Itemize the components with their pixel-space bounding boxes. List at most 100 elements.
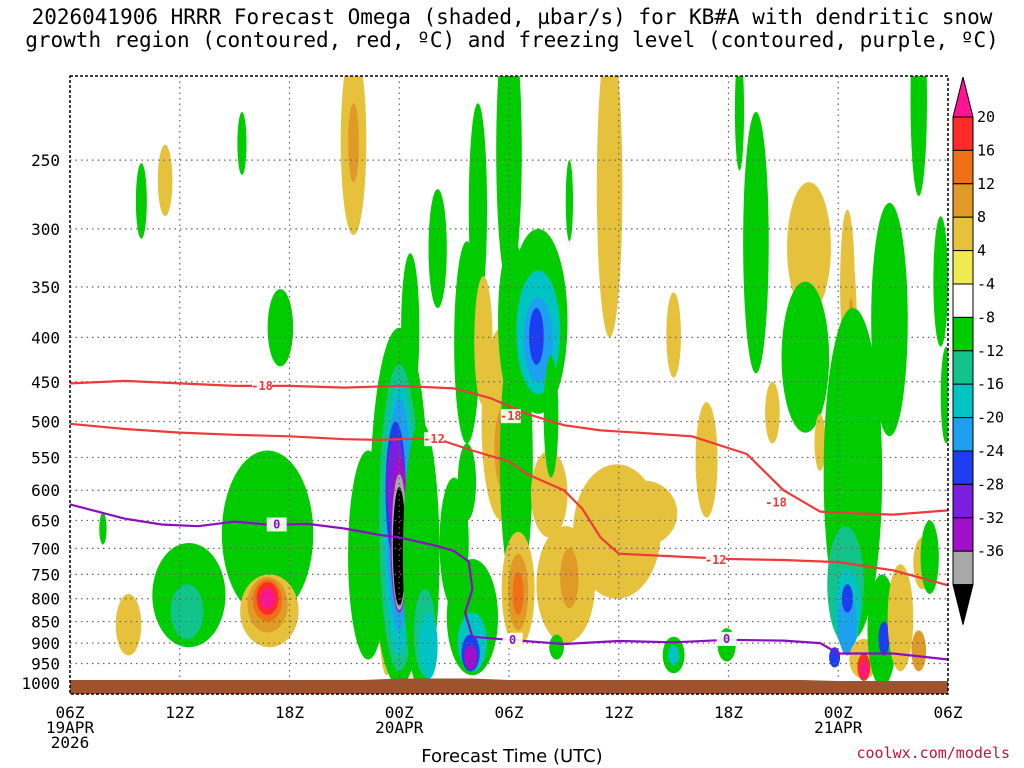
y-tick-label-550: 550: [31, 448, 60, 467]
colorbar-swatch-4: [952, 216, 974, 252]
colorbar-label-6: -8: [977, 308, 995, 326]
colorbar-swatch-5: [952, 250, 974, 285]
contour-line-2: [70, 503, 948, 661]
contour-label-0-1: -18: [500, 409, 522, 423]
y-tick-label-850: 850: [31, 613, 60, 632]
x-tick-label-42-1: 21APR: [814, 718, 863, 737]
omega-blob-97: [920, 520, 939, 594]
colorbar-label-1: 16: [977, 141, 995, 159]
colorbar-label-10: -24: [977, 442, 1004, 460]
omega-blob-74: [787, 182, 831, 314]
colorbar-swatch-0: [952, 76, 974, 118]
contour-label-1-0: -12: [423, 432, 445, 446]
omega-blob-42: [457, 443, 477, 521]
contour-label-bg-0-0: [252, 378, 273, 393]
colorbar-swatch-11: [952, 450, 974, 485]
omega-blob-75: [781, 281, 830, 433]
contour-label-2-0: 0: [273, 517, 280, 531]
y-tick-label-600: 600: [31, 481, 60, 500]
contour-line-0: [70, 379, 948, 516]
omega-blob-66: [666, 292, 681, 378]
omega-blob-34: [419, 612, 438, 680]
y-tick-label-950: 950: [31, 655, 60, 674]
contour-label-2-1: 0: [509, 633, 516, 647]
omega-blob-12: [260, 588, 275, 609]
omega-blob-83: [838, 593, 857, 656]
colorbar-label-0: 20: [977, 108, 995, 126]
x-tick-label-18-0: 00Z: [385, 703, 414, 722]
omega-blob-59: [543, 355, 559, 478]
omega-shading: [99, 76, 948, 691]
colorbar-swatch-13: [952, 517, 974, 552]
omega-blob-72: [734, 76, 745, 171]
y-tick-label-450: 450: [31, 373, 60, 392]
colorbar-label-9: -20: [977, 409, 1004, 427]
plot-frame: [69, 75, 949, 695]
colorbar-swatch-14: [952, 550, 974, 586]
x-tick-label-48-0: 06Z: [934, 703, 963, 722]
omega-blob-0: [135, 163, 147, 239]
omega-blob-64: [611, 480, 678, 546]
contour-label-bg-1-0: [424, 432, 445, 447]
y-tick-label-700: 700: [31, 539, 60, 558]
y-tick-label-1000: 1000: [21, 674, 60, 693]
contour-label-bg-0-2: [766, 495, 787, 510]
colorbar-swatch-12: [952, 483, 974, 519]
x-tick-label-0-2: 2026: [51, 733, 90, 752]
omega-blob-30: [392, 487, 406, 606]
x-tick-label-0-1: 19APR: [46, 718, 95, 737]
x-tick-label-42-0: 00Z: [824, 703, 853, 722]
temperature-contours: -18 -18 -18 -12 -12 0 0 0: [70, 378, 948, 661]
y-tick-label-300: 300: [31, 220, 60, 239]
x-axis-label: Forecast Time (UTC): [421, 746, 603, 767]
contour-label-1-1: -12: [705, 553, 727, 567]
contour-label-0-0: -18: [251, 379, 273, 393]
contour-label-bg-2-2: [716, 631, 737, 646]
colorbar-label-8: -16: [977, 375, 1004, 393]
contour-label-bg-2-0: [266, 517, 287, 532]
omega-blob-69: [695, 402, 718, 518]
y-tick-label-750: 750: [31, 565, 60, 584]
colorbar-swatch-10: [952, 417, 974, 452]
y-tick-label-800: 800: [31, 590, 60, 609]
omega-blob-96: [933, 216, 948, 347]
colorbar-swatch-2: [952, 149, 974, 185]
contour-label-2-2: 0: [723, 632, 730, 646]
colorbar-label-3: 8: [977, 208, 986, 226]
omega-blob-98: [940, 346, 948, 444]
colorbar-label-5: -4: [977, 275, 995, 293]
omega-blob-2: [237, 111, 247, 175]
omega-blob-58: [530, 450, 568, 538]
omega-blob-57: [565, 160, 574, 242]
chart-title: 2026041906 HRRR Forecast Omega (shaded, …: [25, 5, 999, 52]
omega-blob-89: [871, 202, 908, 437]
colorbar-swatch-3: [952, 183, 974, 218]
y-tick-label-500: 500: [31, 412, 60, 431]
omega-blob-88: [860, 661, 868, 678]
contour-label-bg-2-1: [502, 632, 523, 647]
omega-blob-7: [221, 450, 314, 618]
omega-blob-91: [878, 621, 890, 656]
colorbar-swatch-6: [952, 283, 974, 318]
x-tick-label-30-0: 12Z: [604, 703, 633, 722]
omega-blob-71: [765, 381, 780, 444]
credit-text: coolwx.com/models: [856, 744, 1010, 762]
y-tick-label-650: 650: [31, 511, 60, 530]
omega-blob-68: [668, 645, 680, 666]
omega-blob-65: [596, 76, 623, 338]
colorbar: 20 16 12 8 4 -4 -8 -12 -16 -20 -24 -28 -32 -36: [952, 76, 1004, 625]
omega-blob-35: [428, 189, 447, 308]
axes: 250 300 350 400 450 500 550 600 650 700 750 800 850 9…: [21, 75, 963, 752]
omega-blob-92: [887, 564, 914, 672]
colorbar-label-2: 12: [977, 175, 995, 193]
colorbar-swatch-8: [952, 350, 974, 385]
y-tick-label-250: 250: [31, 151, 60, 170]
omega-blob-13: [267, 289, 294, 367]
colorbar-swatch-9: [952, 383, 974, 419]
colorbar-label-12: -32: [977, 509, 1004, 527]
x-tick-label-18-1: 20APR: [375, 718, 424, 737]
ground-surface: [70, 678, 948, 694]
colorbar-swatch-7: [952, 316, 974, 352]
colorbar-swatch-15: [952, 584, 974, 625]
